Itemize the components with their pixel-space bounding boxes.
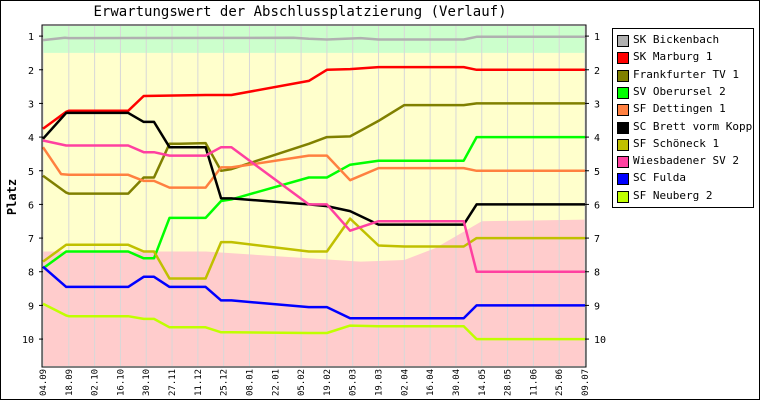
legend-swatch-7 — [617, 156, 629, 169]
legend-label-4: SF Dettingen 1 — [633, 102, 726, 116]
x-tick-14: 02.04 — [400, 369, 410, 396]
y-tick-left-3: 3 — [28, 99, 34, 110]
y-tick-left-8: 8 — [28, 268, 34, 279]
x-tick-16: 30.04 — [452, 369, 462, 396]
legend-swatch-8 — [617, 173, 629, 186]
y-tick-left-9: 9 — [28, 301, 34, 312]
x-tick-15: 16.04 — [426, 369, 436, 396]
legend-swatch-3 — [617, 86, 629, 99]
y-tick-left-5: 5 — [28, 167, 34, 178]
x-tick-3: 16.10 — [116, 369, 126, 396]
plot-area-border — [41, 24, 587, 368]
x-tick-2: 02.10 — [91, 369, 101, 396]
x-tick-21: 09.07 — [581, 369, 591, 396]
x-tick-12: 05.03 — [349, 369, 359, 396]
y-tick-left-4: 4 — [28, 133, 34, 144]
y-tick-right-3: 3 — [594, 99, 600, 110]
legend-label-2: Frankfurter TV 1 — [633, 67, 739, 81]
series-line-4 — [41, 146, 585, 189]
x-tick-9: 22.01 — [271, 369, 281, 396]
y-tick-right-10: 10 — [594, 335, 606, 346]
legend-label-7: Wiesbadener SV 2 — [633, 154, 739, 168]
y-tick-labels: 1 1 2 2 3 3 4 4 5 5 6 6 7 7 8 8 9 9 10 10 — [22, 32, 606, 346]
x-tick-13: 19.03 — [375, 369, 385, 396]
legend-swatch-4 — [617, 104, 629, 117]
y-tick-right-9: 9 — [594, 301, 600, 312]
series-lines — [41, 35, 585, 341]
y-tick-right-1: 1 — [594, 32, 600, 43]
series-line-0 — [42, 35, 585, 42]
y-tick-left-7: 7 — [28, 234, 34, 245]
x-tick-18: 28.05 — [504, 369, 514, 396]
x-tick-20: 25.06 — [555, 369, 565, 396]
grid-lines — [42, 26, 586, 366]
x-tick-7: 25.12 — [220, 369, 230, 396]
legend-label-9: SF Neuberg 2 — [633, 188, 713, 202]
x-tick-6: 11.12 — [194, 369, 204, 396]
legend-swatch-0 — [617, 35, 629, 47]
x-tick-0: 04.09 — [39, 369, 49, 396]
series-line-1 — [42, 65, 585, 130]
legend-swatch-9 — [617, 190, 629, 203]
y-tick-right-5: 5 — [594, 167, 600, 178]
y-tick-left-2: 2 — [28, 66, 34, 77]
x-tick-labels: 04.09 18.09 02.10 16.10 30.10 27.11 11.12 25.12… — [39, 369, 591, 396]
x-tick-5: 27.11 — [168, 369, 178, 396]
x-tick-11: 19.02 — [323, 369, 333, 396]
series-line-2 — [42, 102, 585, 195]
y-tick-right-6: 6 — [594, 200, 600, 211]
y-tick-left-6: 6 — [28, 200, 34, 211]
legend-label-0: SK Bickenbach — [633, 33, 720, 46]
x-tick-19: 11.06 — [529, 369, 539, 396]
legend-label-8: SC Fulda — [633, 171, 686, 185]
legend-swatch-2 — [617, 69, 629, 82]
y-tick-left-1: 1 — [28, 32, 34, 43]
x-tick-1: 18.09 — [65, 369, 75, 396]
y-tick-right-8: 8 — [594, 268, 600, 279]
background-bands — [43, 26, 585, 366]
y-tick-right-7: 7 — [594, 234, 600, 245]
series-line-6 — [42, 217, 585, 280]
legend-label-3: SV Oberursel 2 — [633, 84, 726, 98]
y-tick-right-4: 4 — [594, 133, 600, 144]
legend-swatch-6 — [617, 138, 629, 151]
series-line-9 — [42, 302, 585, 341]
y-tick-right-2: 2 — [594, 66, 600, 77]
x-tick-8: 08.01 — [245, 369, 255, 396]
series-line-5 — [42, 111, 585, 226]
series-line-7 — [42, 139, 585, 273]
legend-swatch-1 — [617, 52, 629, 65]
series-line-3 — [42, 135, 585, 270]
band-bottom — [43, 219, 585, 366]
y-tick-left-10: 10 — [22, 335, 34, 346]
legend-label-5: SC Brett vorm Kopp 1 — [633, 119, 760, 133]
series-line-8 — [42, 265, 585, 320]
legend: SK Bickenbach SK Marburg 1 Frankfurter TV … — [612, 28, 760, 208]
legend-label-6: SF Schöneck 1 — [633, 136, 720, 150]
x-tick-10: 05.02 — [297, 369, 307, 396]
legend-swatch-5 — [617, 121, 629, 134]
legend-label-1: SK Marburg 1 — [633, 50, 713, 64]
x-tick-4: 30.10 — [142, 369, 152, 396]
chart-title: Erwartungswert der Abschlussplatzierung … — [93, 4, 507, 20]
x-tick-17: 14.05 — [478, 369, 488, 396]
